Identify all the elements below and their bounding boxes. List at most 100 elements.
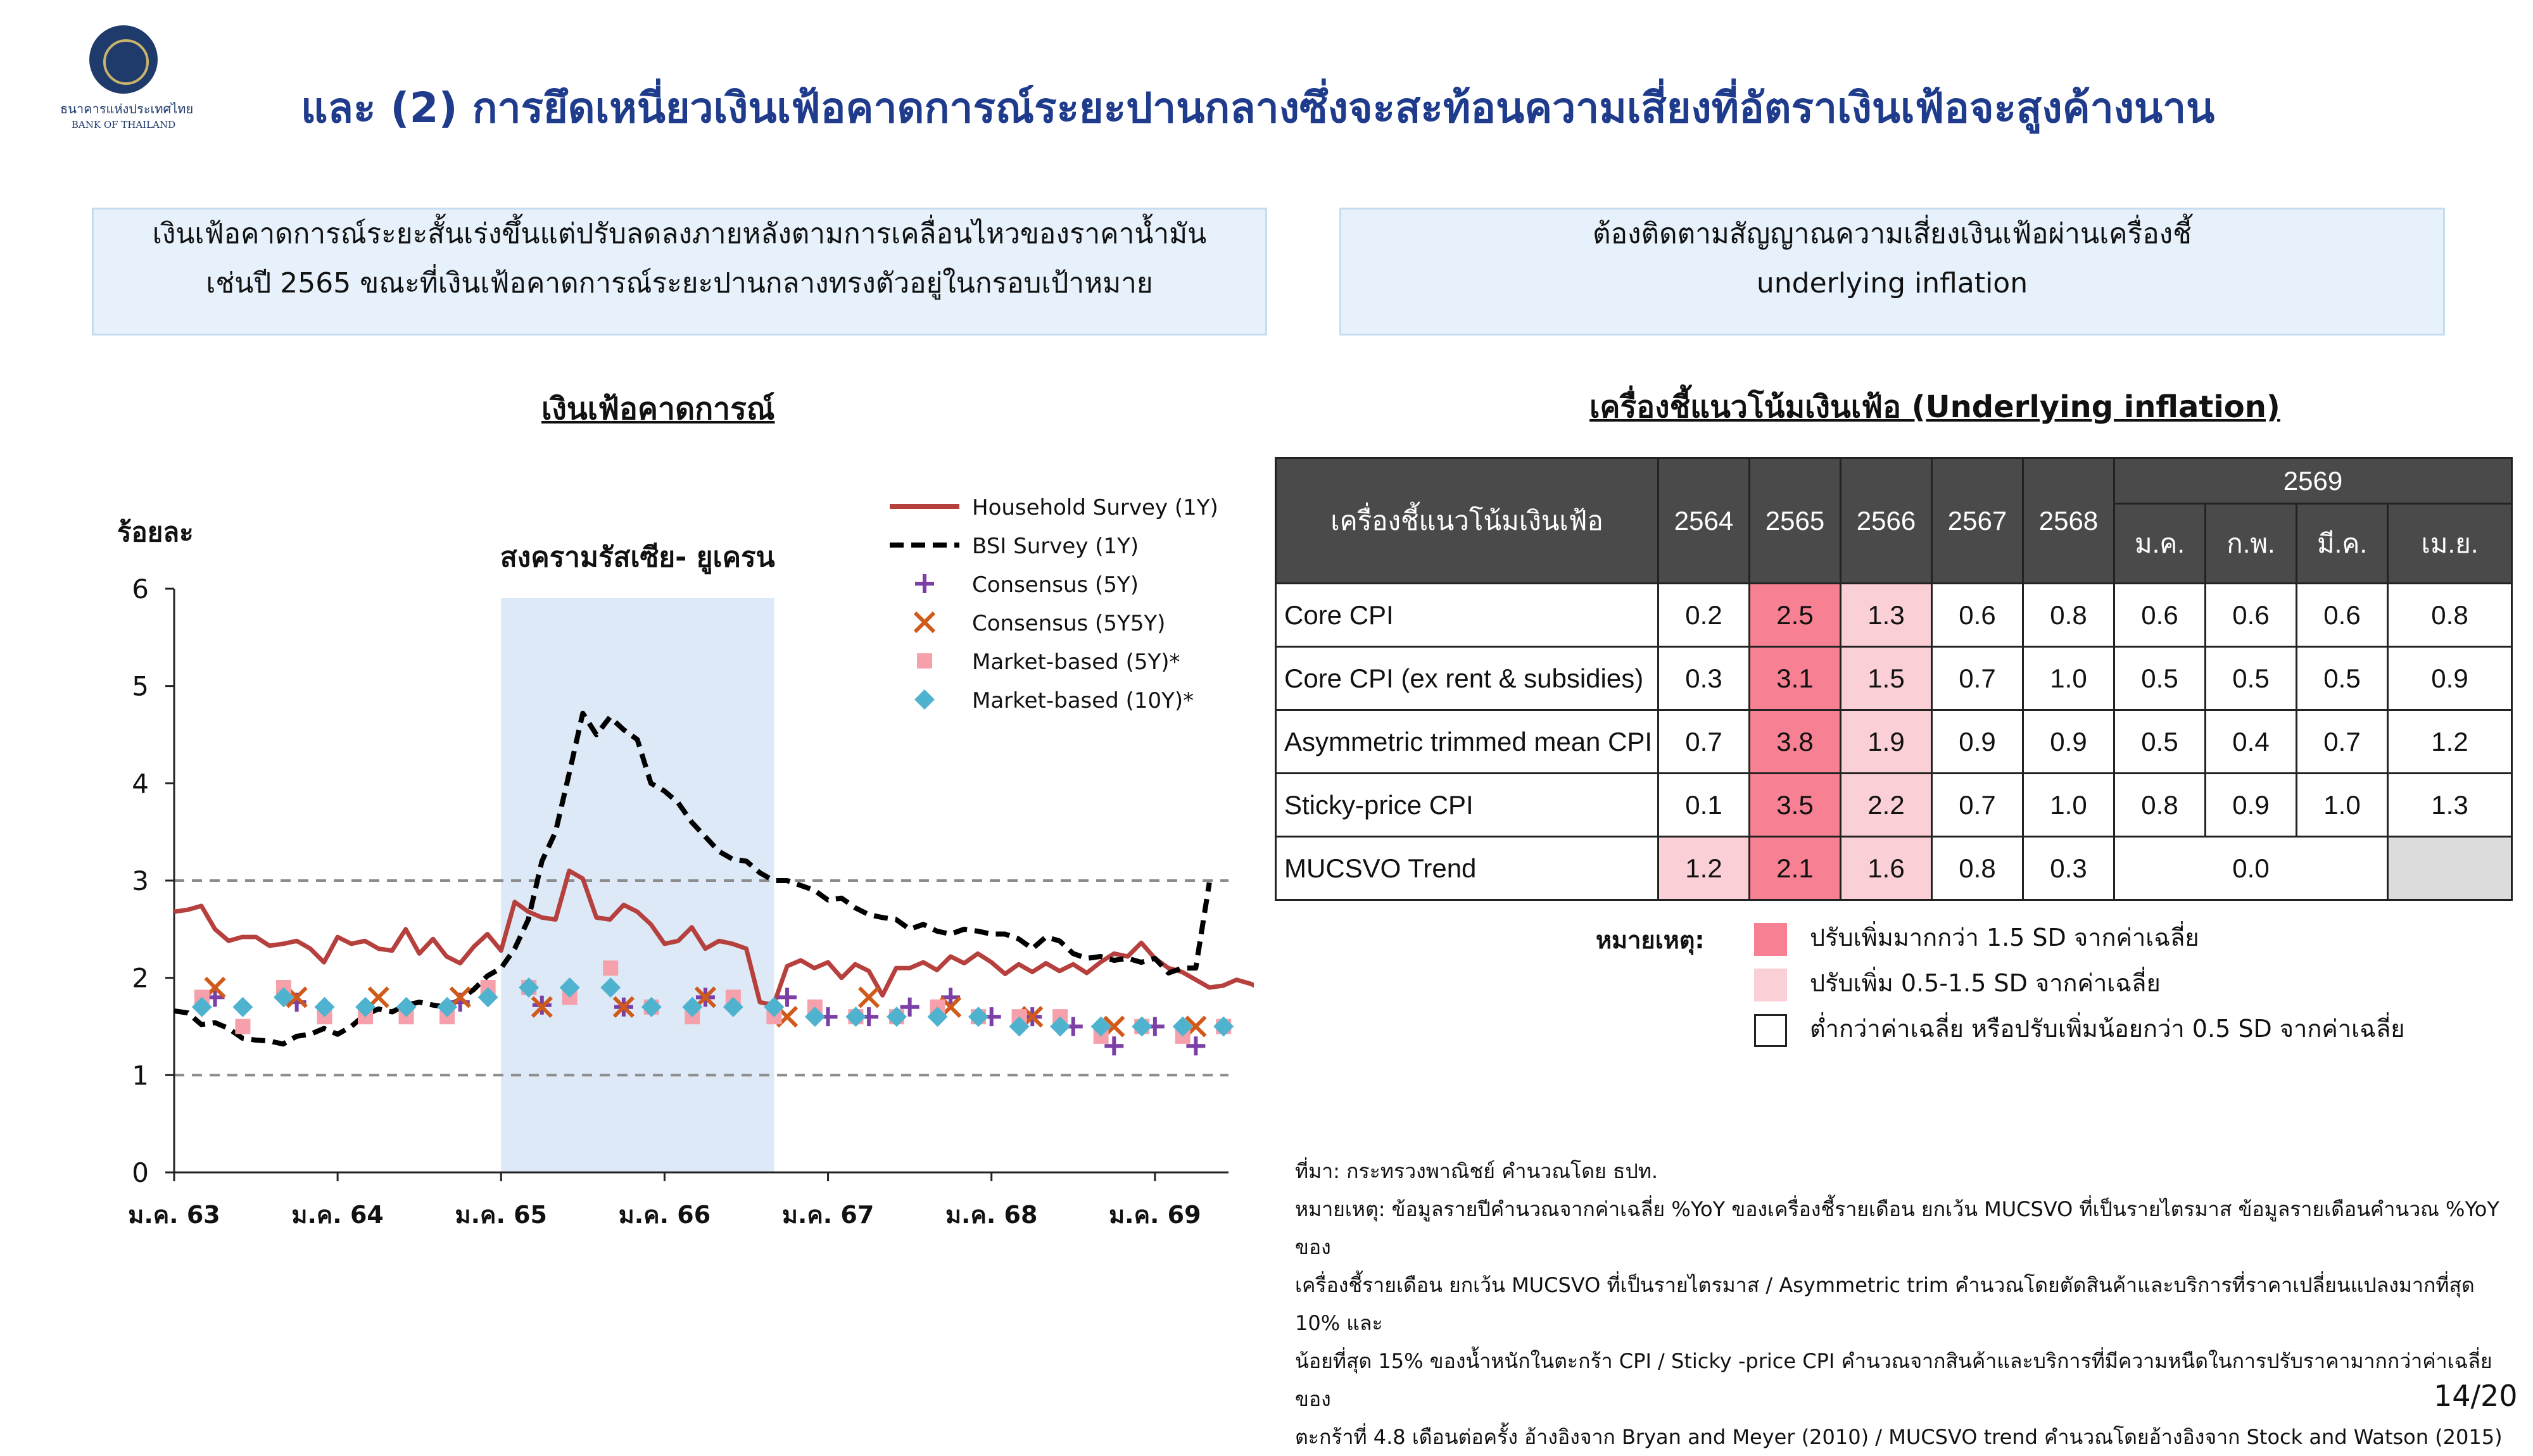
table-cell: 0.9	[1931, 709, 2024, 774]
data-point-diamond	[1050, 1016, 1071, 1037]
table-row: Asymmetric trimmed mean CPI 0.7 3.8 1.9 …	[1275, 709, 2513, 774]
data-point-diamond	[682, 996, 703, 1017]
table-cell: 3.5	[1748, 772, 1841, 838]
legend-label: Consensus (5Y)	[972, 572, 1139, 598]
table-cell: 0.7	[2296, 709, 2389, 774]
data-point-diamond	[804, 1007, 825, 1027]
table-cell: 0.7	[1657, 709, 1750, 774]
data-point-diamond	[764, 996, 785, 1017]
row-name: Core CPI	[1275, 582, 1659, 648]
y-tick-label: 5	[132, 671, 149, 702]
table-cell: 2.2	[1840, 772, 1933, 838]
table-cell-empty	[2387, 836, 2513, 901]
summary-right-line1: ต้องติดตามสัญญาณความเสี่ยงเงินเฟ้อผ่านเค…	[1593, 218, 2192, 250]
data-point-diamond	[519, 977, 540, 998]
note-line: ตะกร้าที่ 4.8 เดือนต่อครั้ง อ้างอิงจาก B…	[1295, 1425, 2503, 1449]
header-year-2569: 2569	[2113, 457, 2513, 505]
data-point-diamond	[1132, 1016, 1153, 1037]
y-tick-label: 2	[132, 963, 149, 994]
bsi-survey-line	[174, 710, 1212, 1047]
table-cell: 3.8	[1748, 709, 1841, 774]
header-year: 2566	[1840, 457, 1933, 584]
summary-left-line2: เช่นปี 2565 ขณะที่เงินเฟ้อคาดการณ์ระยะปา…	[206, 267, 1153, 299]
header-year: 2564	[1657, 457, 1750, 584]
data-point-plus	[778, 988, 797, 1007]
legend-medium: ปรับเพิ่ม 0.5-1.5 SD จากค่าเฉลี่ย	[1754, 963, 2161, 1001]
summary-left-line1: เงินเฟ้อคาดการณ์ระยะสั้นเร่งขึ้นแต่ปรับล…	[152, 218, 1207, 250]
x-tick-label: ม.ค. 65	[455, 1201, 547, 1229]
table-title: เครื่องชี้แนวโน้มเงินเฟ้อ (Underlying in…	[1589, 389, 2280, 425]
data-point-diamond	[314, 996, 335, 1017]
table-cell: 1.0	[2296, 772, 2389, 838]
table-cell-quarter: 0.0	[2113, 836, 2389, 901]
header-month: มี.ค.	[2296, 503, 2389, 584]
legend-label: Market-based (5Y)*	[972, 650, 1180, 675]
source-notes: ที่มา: กระทรวงพาณิชย์ คำนวณโดย ธปท. หมาย…	[1295, 1152, 2517, 1456]
table-cell: 0.7	[1931, 772, 2024, 838]
data-point-diamond	[886, 1007, 907, 1027]
data-point-diamond	[1090, 1016, 1111, 1037]
table-cell: 0.1	[1657, 772, 1750, 838]
data-point-cross	[857, 986, 880, 1008]
chart-title: เงินเฟ้อคาดการณ์	[541, 391, 775, 427]
table-row: Sticky-price CPI 0.1 3.5 2.2 0.7 1.0 0.8…	[1275, 772, 2513, 838]
table-cell: 1.9	[1840, 709, 1933, 774]
table-cell: 1.5	[1840, 646, 1933, 711]
data-point-diamond	[641, 996, 662, 1017]
table-cell: 0.8	[2022, 582, 2115, 648]
header-year: 2568	[2022, 457, 2115, 584]
data-point-cross	[531, 996, 553, 1018]
table-cell: 0.7	[1931, 646, 2024, 711]
table-row: Core CPI (ex rent & subsidies) 0.3 3.1 1…	[1275, 646, 2513, 711]
table-cell: 1.0	[2022, 646, 2115, 711]
y-axis-label: ร้อยละ	[117, 517, 194, 548]
legend-high-text: ปรับเพิ่มมากกว่า 1.5 SD จากค่าเฉลี่ย	[1810, 924, 2199, 951]
table-cell: 0.6	[2296, 582, 2389, 648]
table-cell: 1.3	[2387, 772, 2513, 838]
data-point-diamond	[191, 996, 212, 1017]
table-cell: 0.8	[2113, 772, 2206, 838]
data-point-plus	[1104, 1036, 1124, 1056]
legend-swatch-square	[917, 653, 932, 668]
x-tick-label: ม.ค. 66	[619, 1201, 711, 1229]
legend-label: BSI Survey (1Y)	[972, 534, 1139, 559]
note-source: ที่มา: กระทรวงพาณิชย์ คำนวณโดย ธปท.	[1295, 1159, 1658, 1183]
header-month: ม.ค.	[2113, 503, 2206, 584]
table-cell: 1.6	[1840, 836, 1933, 901]
legend-label: Consensus (5Y5Y)	[972, 611, 1165, 636]
data-point-diamond	[968, 1007, 989, 1027]
table-cell: 3.1	[1748, 646, 1841, 711]
logo-text-th: ธนาคารแห่งประเทศไทย	[60, 101, 194, 116]
bank-seal-icon	[89, 25, 158, 94]
header-month: เม.ย.	[2387, 503, 2513, 584]
data-point-diamond	[273, 987, 294, 1008]
note-line: น้อยที่สุด 15% ของน้ำหนักในตะกร้า CPI / …	[1295, 1349, 2492, 1411]
table-cell: 2.5	[1748, 582, 1841, 648]
data-point-diamond	[1172, 1016, 1193, 1037]
table-cell: 0.8	[1931, 836, 2024, 901]
table-cell: 0.5	[2113, 709, 2206, 774]
table-cell: 0.5	[2204, 646, 2297, 711]
table-cell: 2.1	[1748, 836, 1841, 901]
data-point-diamond	[355, 996, 376, 1017]
header-month: ก.พ.	[2204, 503, 2297, 584]
legend-low-text: ต่ำกว่าค่าเฉลี่ย หรือปรับเพิ่มน้อยกว่า 0…	[1810, 1015, 2405, 1043]
legend-swatch-plus	[915, 574, 934, 593]
underlying-inflation-table: เครื่องชี้แนวโน้มเงินเฟ้อ 2564 2565 2566…	[1275, 457, 2513, 901]
data-point-diamond	[1009, 1016, 1030, 1037]
table-row: MUCSVO Trend 1.2 2.1 1.6 0.8 0.3 0.0	[1275, 836, 2513, 901]
data-point-diamond	[559, 977, 580, 998]
table-cell: 0.6	[2204, 582, 2297, 648]
data-point-cross	[367, 986, 389, 1008]
table-cell: 1.0	[2022, 772, 2115, 838]
legend-swatch-diamond	[914, 689, 935, 710]
row-name: MUCSVO Trend	[1275, 836, 1659, 901]
table-cell: 0.9	[2204, 772, 2297, 838]
data-point-cross	[449, 986, 471, 1008]
war-shaded-region	[501, 598, 774, 1172]
page-number: 14/20	[2434, 1379, 2518, 1413]
x-tick-label: ม.ค. 67	[782, 1201, 874, 1229]
data-point-diamond	[600, 977, 621, 998]
header-year: 2565	[1748, 457, 1841, 584]
legend-notes-label: หมายเหตุ:	[1596, 926, 1705, 954]
